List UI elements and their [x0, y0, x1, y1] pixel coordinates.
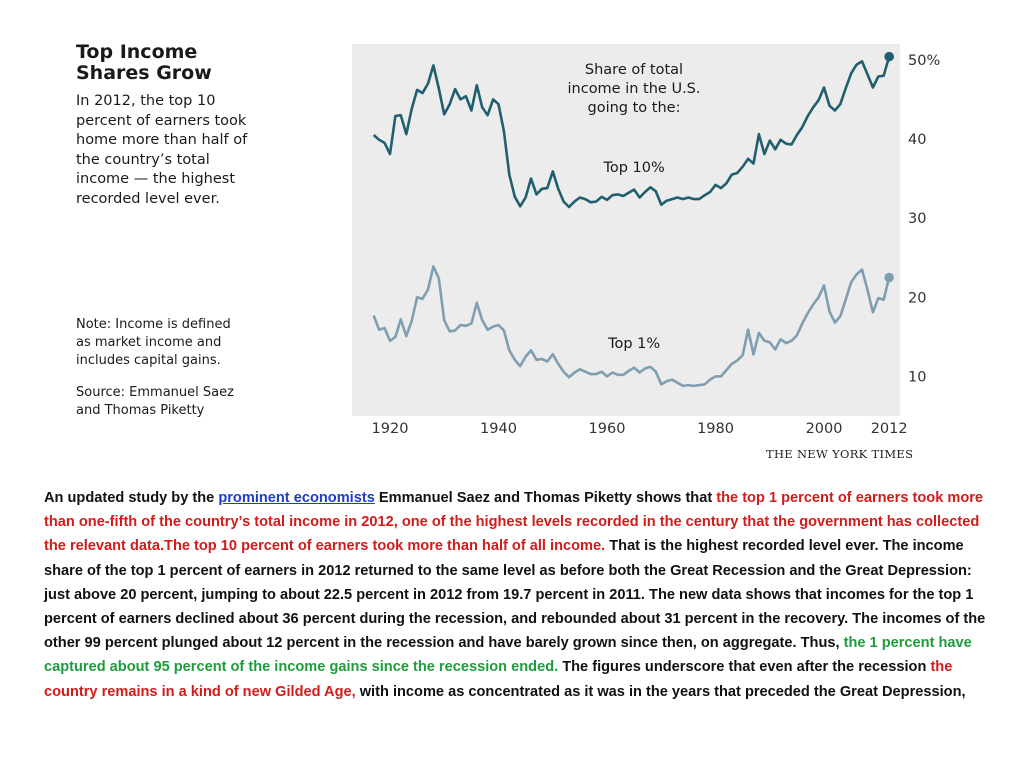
source-credit: THE NEW YORK TIMES [766, 447, 914, 461]
highlight-red-text: the top 1 percent of earners took more t… [44, 490, 984, 555]
highlight-red-text: the country remains in a kind of new Gil… [44, 659, 953, 700]
x-tick-label: 1980 [697, 421, 734, 437]
chart-title-line: income in the U.S. [568, 81, 701, 97]
sidebar-note: Note: Income is defined as market income… [76, 317, 231, 368]
series-endpoint-top-1 [884, 272, 894, 283]
x-tick-label: 1940 [480, 421, 517, 437]
sidebar-description: In 2012, the top 10 percent of earners t… [76, 93, 248, 207]
series-line-top-1 [372, 265, 891, 388]
series-layer [372, 51, 894, 388]
x-axis: 1920 1940 1960 1980 2000 2012 [372, 421, 908, 437]
income-share-chart: 10 20 30 40 50% 1920 1940 1960 1980 2000 2012 Sha… [352, 44, 940, 437]
series-endpoint-top-10 [884, 51, 894, 62]
x-tick-label: 1920 [372, 421, 409, 437]
x-tick-label: 2000 [806, 421, 843, 437]
chart-title-line: going to the: [588, 100, 681, 116]
article-paragraph: An updated study by the prominent econom… [44, 486, 990, 704]
x-tick-label: 2012 [871, 421, 908, 437]
sidebar-title: Top Income Shares Grow [76, 41, 212, 84]
highlight-green-text: the 1 percent have captured about 95 per… [44, 635, 972, 676]
series-annotation-label: Top 1% [607, 336, 660, 352]
y-tick-label: 10 [908, 369, 926, 385]
prominent-economists-link[interactable]: prominent economists [218, 490, 375, 506]
y-tick-label: 40 [908, 132, 926, 148]
y-tick-label: 30 [908, 211, 926, 227]
y-axis: 10 20 30 40 50% [908, 53, 940, 386]
article-text: with income as concentrated as it was in… [355, 683, 966, 700]
annotation-layer: Top 10% Top 1% [602, 160, 664, 352]
y-tick-label: 50% [908, 53, 940, 69]
sidebar-source: Source: Emmanuel Saez and Thomas Piketty [76, 385, 234, 418]
series-line-top-10 [372, 56, 891, 209]
article-text: That is the highest recorded level ever.… [44, 538, 986, 652]
x-tick-label: 1960 [589, 421, 626, 437]
series-annotation-label: Top 10% [602, 160, 664, 176]
chart-title: Share of total income in the U.S. going to… [568, 62, 701, 116]
chart-sidebar: Top Income Shares Grow In 2012, the top … [76, 42, 346, 209]
article-text: An updated study by the [44, 490, 219, 506]
article-text: The figures underscore that even after t… [558, 659, 931, 676]
chart-title-line: Share of total [585, 62, 683, 78]
y-tick-label: 20 [908, 290, 926, 306]
article-text: Emmanuel Saez and Thomas Piketty shows t… [374, 490, 717, 506]
